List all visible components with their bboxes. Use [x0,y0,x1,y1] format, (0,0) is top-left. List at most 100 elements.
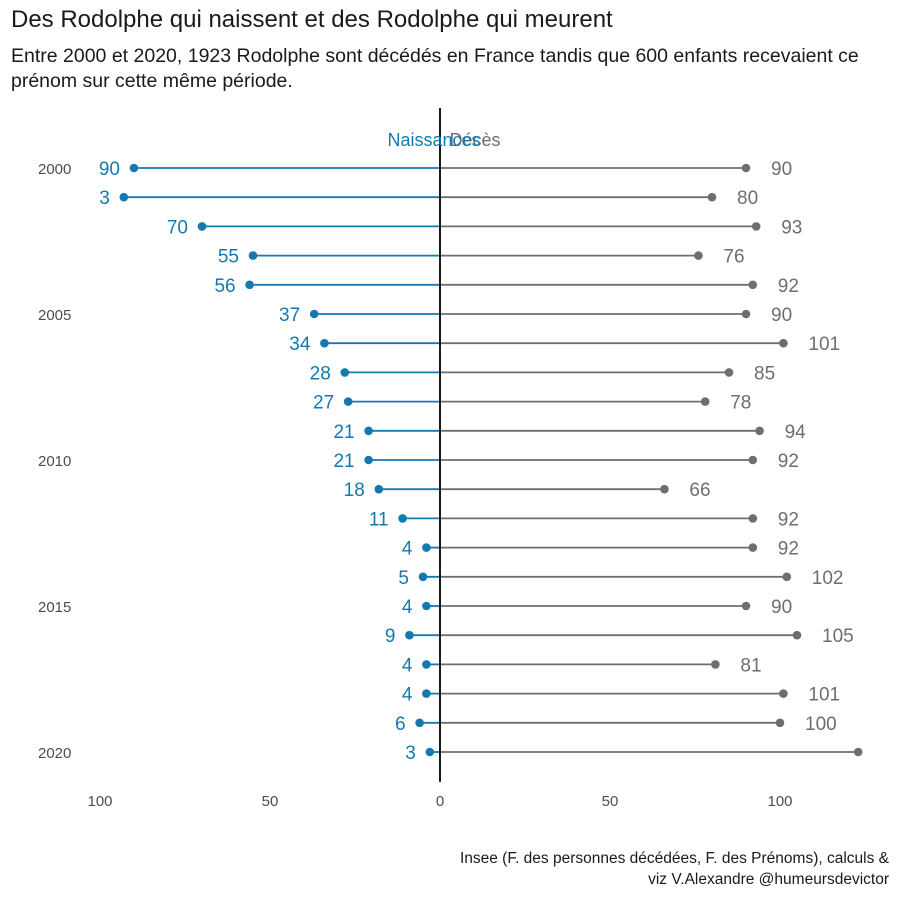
x-tick-label: 50 [262,793,279,810]
deces-value-label: 92 [778,451,799,472]
naissances-point [418,572,428,582]
naissances-value-label: 27 [313,393,334,414]
naissances-point [248,251,258,260]
deces-point [779,689,788,698]
year-tick-label: 2015 [38,599,71,616]
naissances-value-label: 4 [402,655,413,676]
naissances-point [364,455,373,465]
deces-point [792,630,802,640]
naissances-value-label: 70 [167,217,188,238]
deces-value-label: 101 [808,685,840,706]
deces-point [748,280,758,290]
naissances-value-label: 90 [99,159,120,180]
deces-value-label: 105 [822,626,854,647]
deces-point [660,484,669,494]
deces-value-label: 93 [781,217,802,238]
deces-value-label: 92 [778,539,799,560]
deces-point [751,222,761,231]
series-label-naissances: Naissances [387,130,480,150]
deces-value-label: 80 [737,188,758,209]
series-label-deces: Décès [449,130,500,150]
chart-subtitle: Entre 2000 et 2020, 1923 Rodolphe sont d… [11,45,859,92]
deces-value-label: 66 [689,480,710,501]
naissances-point [245,280,254,290]
naissances-value-label: 3 [405,743,416,764]
naissances-value-label: 4 [402,597,413,618]
naissances-point [415,718,424,728]
naissances-value-label: 4 [402,685,413,706]
deces-point [707,192,717,202]
naissances-point [422,660,431,669]
deces-point [748,514,758,523]
year-tick-label: 2020 [38,745,71,762]
deces-value-label: 92 [778,276,799,297]
naissances-point [422,543,431,552]
deces-point [779,338,788,348]
deces-value-label: 92 [778,509,799,530]
naissances-value-label: 6 [395,714,406,735]
deces-value-label: 90 [771,597,792,618]
naissances-point [422,601,431,611]
naissances-point [343,397,353,406]
caption-line-1: Insee (F. des personnes décédées, F. des… [459,850,889,867]
deces-value-label: 90 [771,159,792,180]
naissances-value-label: 21 [333,422,354,443]
deces-value-label: 85 [754,363,775,384]
deces-point [748,543,758,552]
naissances-point [197,222,207,231]
deces-point [694,251,703,260]
deces-point [755,426,764,436]
naissances-point [374,484,384,494]
deces-point [775,718,785,728]
naissances-value-label: 34 [289,334,311,355]
deces-value-label: 101 [808,334,840,355]
deces-value-label: 78 [730,393,751,414]
naissances-point [320,338,329,348]
naissances-point [405,630,414,640]
year-tick-label: 2000 [38,161,71,178]
naissances-value-label: 5 [398,568,409,589]
deces-point [748,455,758,465]
naissances-point [425,747,435,757]
naissances-point [398,514,407,523]
deces-value-label: 90 [771,305,792,326]
x-tick-label: 50 [602,793,619,810]
naissances-point [119,192,129,202]
naissances-point [422,689,431,698]
deces-point [741,601,751,611]
naissances-value-label: 28 [310,363,331,384]
deces-value-label: 102 [812,568,844,589]
deces-value-label: 76 [723,247,744,268]
deces-point [782,572,792,582]
naissances-value-label: 4 [402,539,413,560]
chart-title: Des Rodolphe qui naissent et des Rodolph… [11,6,613,33]
naissances-point [364,426,373,436]
deces-point [741,163,751,173]
deces-point [700,397,710,406]
year-tick-label: 2010 [38,453,71,470]
x-tick-label: 0 [436,793,444,810]
deces-point [853,747,863,757]
naissances-value-label: 37 [279,305,300,326]
naissances-value-label: 18 [344,480,365,501]
naissances-point [129,163,139,173]
deces-value-label: 94 [785,422,807,443]
caption-line-2: viz V.Alexandre @humeursdevictor [648,871,889,888]
naissances-value-label: 9 [385,626,396,647]
deces-point [724,368,734,377]
naissances-point [340,368,350,377]
deces-value-label: 100 [805,714,837,735]
naissances-value-label: 56 [214,276,235,297]
x-tick-label: 100 [767,793,792,810]
naissances-value-label: 3 [99,188,110,209]
deces-value-label: 81 [740,655,761,676]
chart-caption: Insee (F. des personnes décédées, F. des… [189,848,889,890]
naissances-point [309,309,319,319]
naissances-value-label: 55 [218,247,239,268]
naissances-value-label: 11 [369,509,389,530]
deces-point [711,660,720,669]
year-tick-label: 2005 [38,307,71,324]
deces-point [741,309,751,319]
naissances-value-label: 21 [333,451,354,472]
